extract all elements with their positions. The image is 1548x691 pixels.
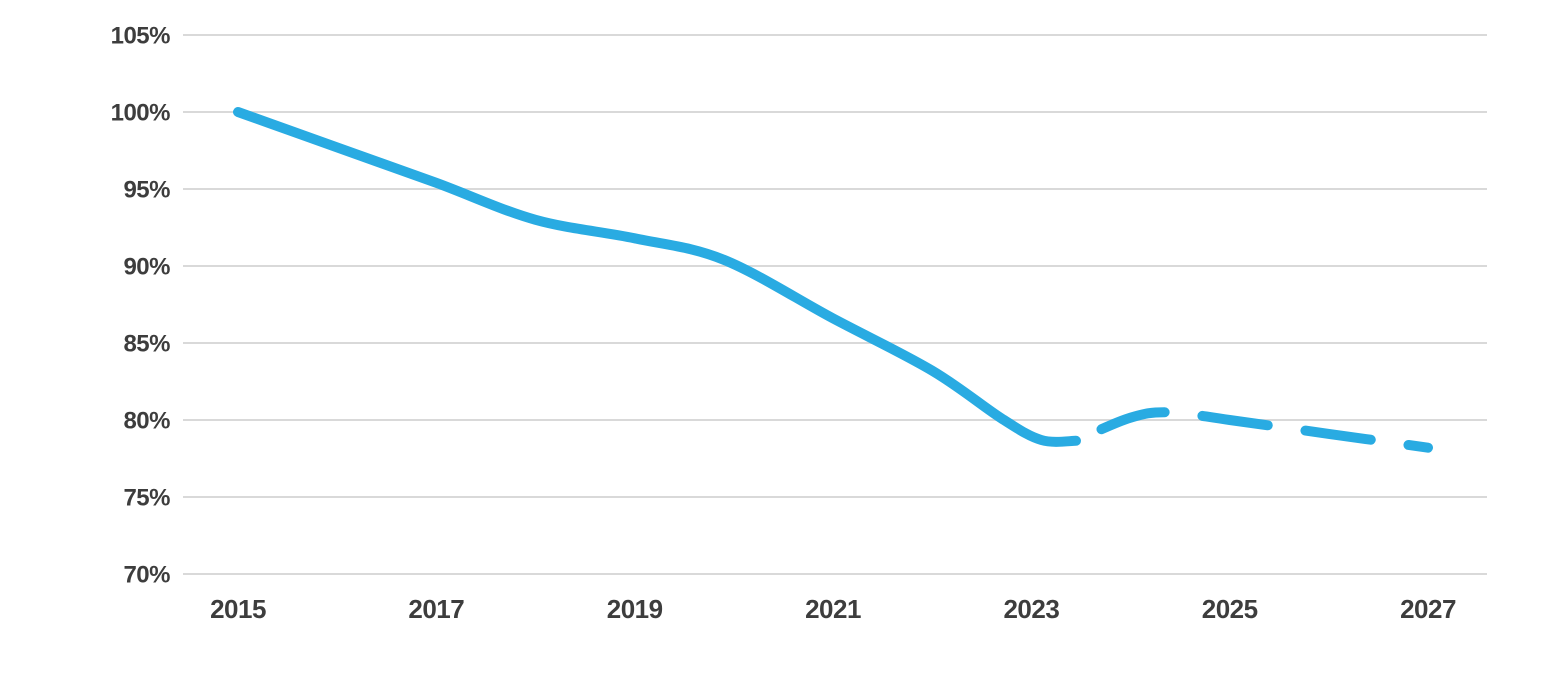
y-tick-label: 100% [111,100,171,127]
x-tick-label: 2015 [210,594,266,624]
x-tick-label: 2027 [1400,594,1456,624]
y-tick-label: 80% [123,408,170,435]
y-tick-label: 75% [123,485,170,512]
y-tick-label: 70% [123,562,170,589]
y-tick-label: 90% [123,254,170,281]
series-line-historical [233,107,1081,447]
x-tick-label: 2023 [1003,594,1059,624]
x-axis-tick-labels: 2015 2017 2019 2021 2023 2025 2027 [210,594,1456,624]
x-tick-label: 2017 [408,594,464,624]
data-series [233,107,1433,453]
gridlines [183,34,1487,575]
y-tick-label: 85% [123,331,170,358]
series-line-projected [1071,407,1433,453]
y-axis-tick-labels: 105% 100% 95% 90% 85% 80% 75% 70% [111,23,171,589]
x-tick-label: 2019 [607,594,663,624]
x-tick-label: 2025 [1202,594,1258,624]
y-tick-label: 105% [111,23,171,50]
y-tick-label: 95% [123,177,170,204]
x-tick-label: 2021 [805,594,861,624]
